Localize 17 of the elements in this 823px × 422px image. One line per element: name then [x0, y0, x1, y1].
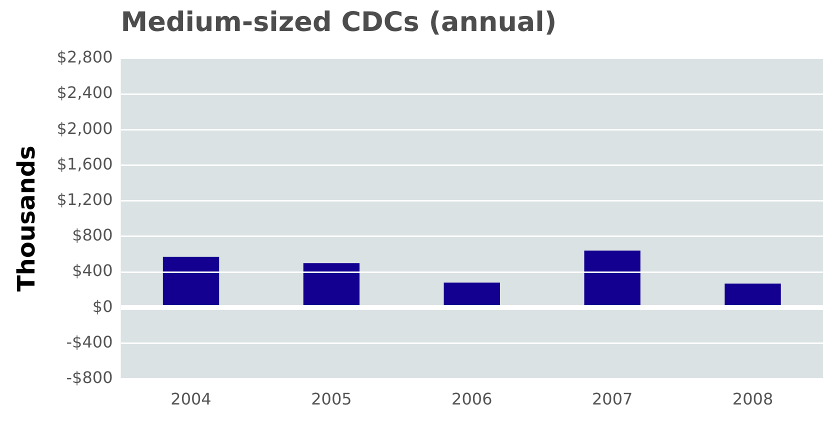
y-axis-title: Thousands — [12, 146, 41, 292]
y-tick-label: $1,200 — [56, 190, 113, 209]
x-tick-label: 2008 — [732, 390, 774, 409]
x-tick-label: 2006 — [452, 390, 492, 409]
x-tick-label: 2005 — [311, 390, 352, 409]
y-tick-label: $1,600 — [56, 154, 113, 174]
x-tick-label: 2007 — [592, 390, 633, 409]
y-tick-label: $2,400 — [56, 83, 113, 102]
y-tick-label: $2,000 — [56, 118, 113, 138]
y-tick-label: $800 — [72, 226, 113, 245]
x-tick-label: 2004 — [170, 390, 212, 409]
y-tick-label: -$800 — [66, 368, 113, 387]
y-tick-label: $400 — [72, 261, 113, 280]
y-tick-label: $2,800 — [56, 48, 113, 67]
y-tick-label: $0 — [92, 296, 113, 316]
y-tick-label: -$400 — [66, 332, 113, 352]
chart-title: Medium-sized CDCs (annual) — [120, 7, 557, 38]
